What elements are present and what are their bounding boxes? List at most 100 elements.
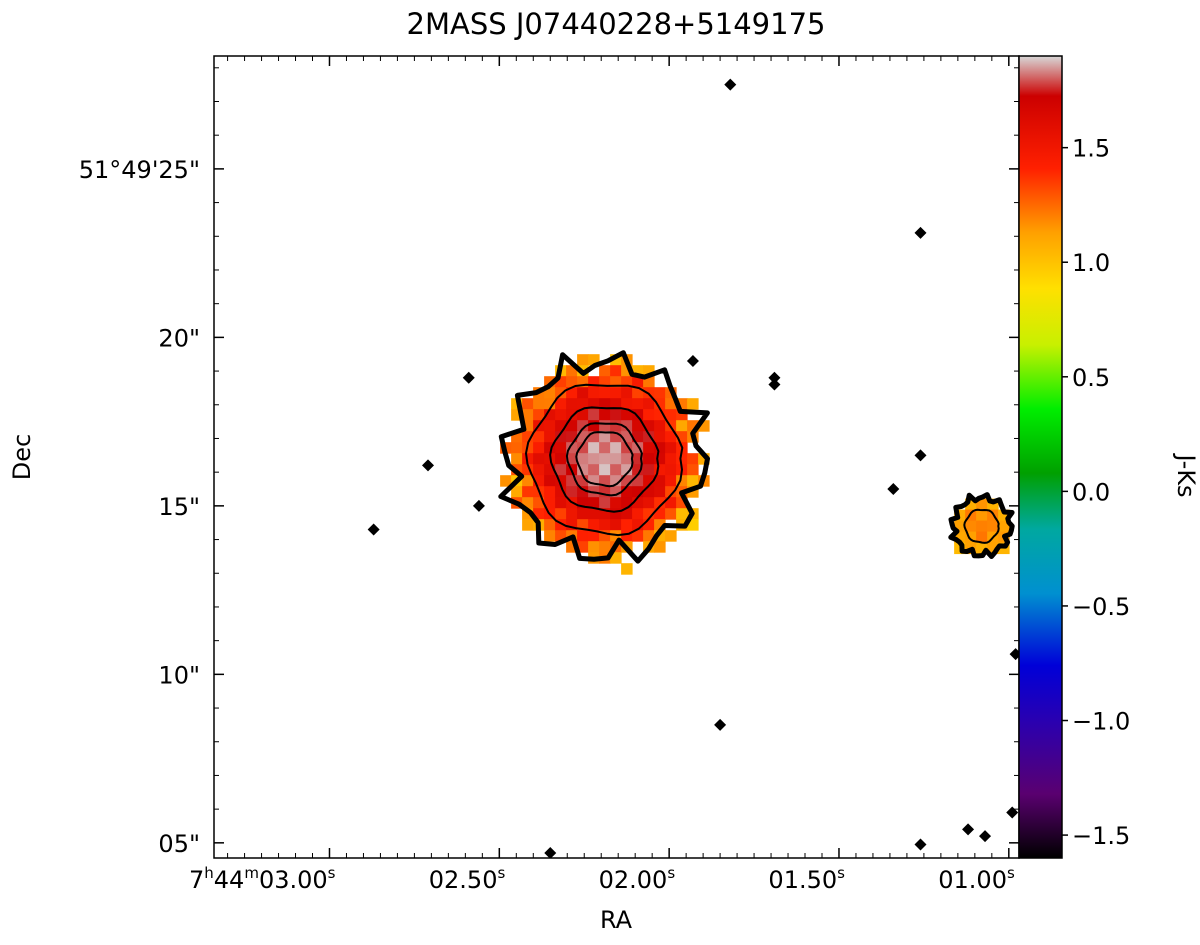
image-pixel	[632, 486, 644, 498]
image-pixel	[588, 497, 600, 509]
axis-ticks	[214, 56, 1019, 858]
image-pixel	[654, 475, 666, 487]
image-pixel	[687, 475, 699, 487]
image-pixel	[522, 420, 534, 432]
image-pixel	[566, 409, 578, 421]
noise-specks	[367, 78, 1019, 858]
image-pixel	[676, 453, 688, 465]
image-pixel	[566, 475, 578, 487]
image-pixel	[676, 409, 688, 421]
image-pixel	[643, 453, 655, 465]
image-pixel	[987, 520, 999, 533]
image-pixel	[577, 530, 589, 542]
image-pixel	[665, 442, 677, 454]
image-pixel	[588, 541, 600, 553]
image-pixel	[610, 409, 622, 421]
noise-speck	[768, 371, 781, 384]
image-pixel	[954, 520, 966, 533]
image-pixel	[621, 420, 633, 432]
chart-title: 2MASS J07440228+5149175	[407, 7, 826, 41]
noise-speck	[979, 830, 992, 843]
image-pixel	[976, 498, 988, 511]
image-pixel	[698, 453, 710, 465]
image-pixel	[599, 486, 611, 498]
image-pixel	[533, 464, 545, 476]
image-pixel	[676, 431, 688, 443]
image-pixel	[533, 497, 545, 509]
image-pixel	[533, 453, 545, 465]
image-pixel	[654, 508, 666, 520]
image-pixel	[511, 409, 523, 421]
noise-speck	[462, 371, 475, 384]
image-pixel	[665, 431, 677, 443]
image-pixel	[632, 365, 644, 377]
image-pixel	[676, 508, 688, 520]
noise-speck	[1009, 648, 1019, 661]
image-pixel	[643, 409, 655, 421]
image-pixel	[632, 530, 644, 542]
image-pixel	[976, 509, 988, 522]
image-pixel	[555, 376, 567, 388]
image-pixel	[632, 475, 644, 487]
image-pixel	[654, 464, 666, 476]
image-pixel	[588, 453, 600, 465]
image-pixel	[599, 387, 611, 399]
image-pixel	[610, 475, 622, 487]
image-pixel	[965, 509, 977, 522]
image-pixel	[610, 497, 622, 509]
noise-speck	[724, 78, 737, 91]
image-pixel	[954, 509, 966, 522]
source-main	[498, 350, 710, 575]
image-pixel	[533, 398, 545, 410]
x-tick-label: 01.00s	[938, 864, 1015, 894]
noise-speck	[686, 354, 699, 367]
image-pixel	[687, 420, 699, 432]
image-pixel	[544, 409, 556, 421]
image-pixel	[632, 387, 644, 399]
image-pixel	[588, 530, 600, 542]
contour-line	[963, 508, 1000, 544]
image-pixel	[621, 563, 633, 575]
image-pixel	[555, 530, 567, 542]
image-pixel	[687, 453, 699, 465]
image-pixel	[654, 530, 666, 542]
image-pixel	[599, 519, 611, 531]
image-pixel	[610, 387, 622, 399]
image-pixel	[522, 508, 534, 520]
image-pixel	[632, 431, 644, 443]
noise-speck	[887, 483, 900, 496]
image-pixel	[998, 520, 1010, 533]
colorbar-tick-label: 0.0	[1072, 478, 1110, 506]
image-pixel	[643, 508, 655, 520]
image-pixel	[610, 431, 622, 443]
image-pixel	[544, 420, 556, 432]
image-pixel	[610, 486, 622, 498]
image-pixel	[522, 519, 534, 531]
image-pixel	[533, 475, 545, 487]
image-pixel	[654, 519, 666, 531]
image-pixel	[654, 420, 666, 432]
image-pixel	[588, 354, 600, 366]
image-pixel	[577, 453, 589, 465]
image-pixel	[610, 552, 622, 564]
image-pixel	[610, 530, 622, 542]
image-pixel	[544, 486, 556, 498]
image-pixel	[654, 541, 666, 553]
image-pixel	[544, 530, 556, 542]
noise-speck	[367, 523, 380, 536]
image-pixel	[621, 365, 633, 377]
image-pixel	[676, 398, 688, 410]
x-axis-label: RA	[600, 906, 633, 934]
contour-line	[565, 422, 643, 497]
image-pixel	[544, 464, 556, 476]
image-pixel	[566, 376, 578, 388]
image-pixel	[599, 398, 611, 410]
colorbar-tick-label: −1.0	[1072, 708, 1130, 736]
image-pixel	[665, 475, 677, 487]
contour-line	[549, 406, 660, 513]
image-pixel	[577, 464, 589, 476]
image-pixel	[555, 420, 567, 432]
image-pixel	[599, 409, 611, 421]
image-pixel	[577, 486, 589, 498]
image-pixel	[588, 475, 600, 487]
